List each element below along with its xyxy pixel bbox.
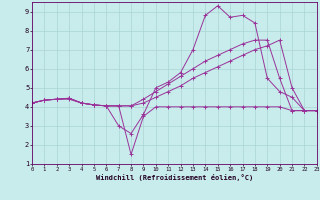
X-axis label: Windchill (Refroidissement éolien,°C): Windchill (Refroidissement éolien,°C) xyxy=(96,174,253,181)
